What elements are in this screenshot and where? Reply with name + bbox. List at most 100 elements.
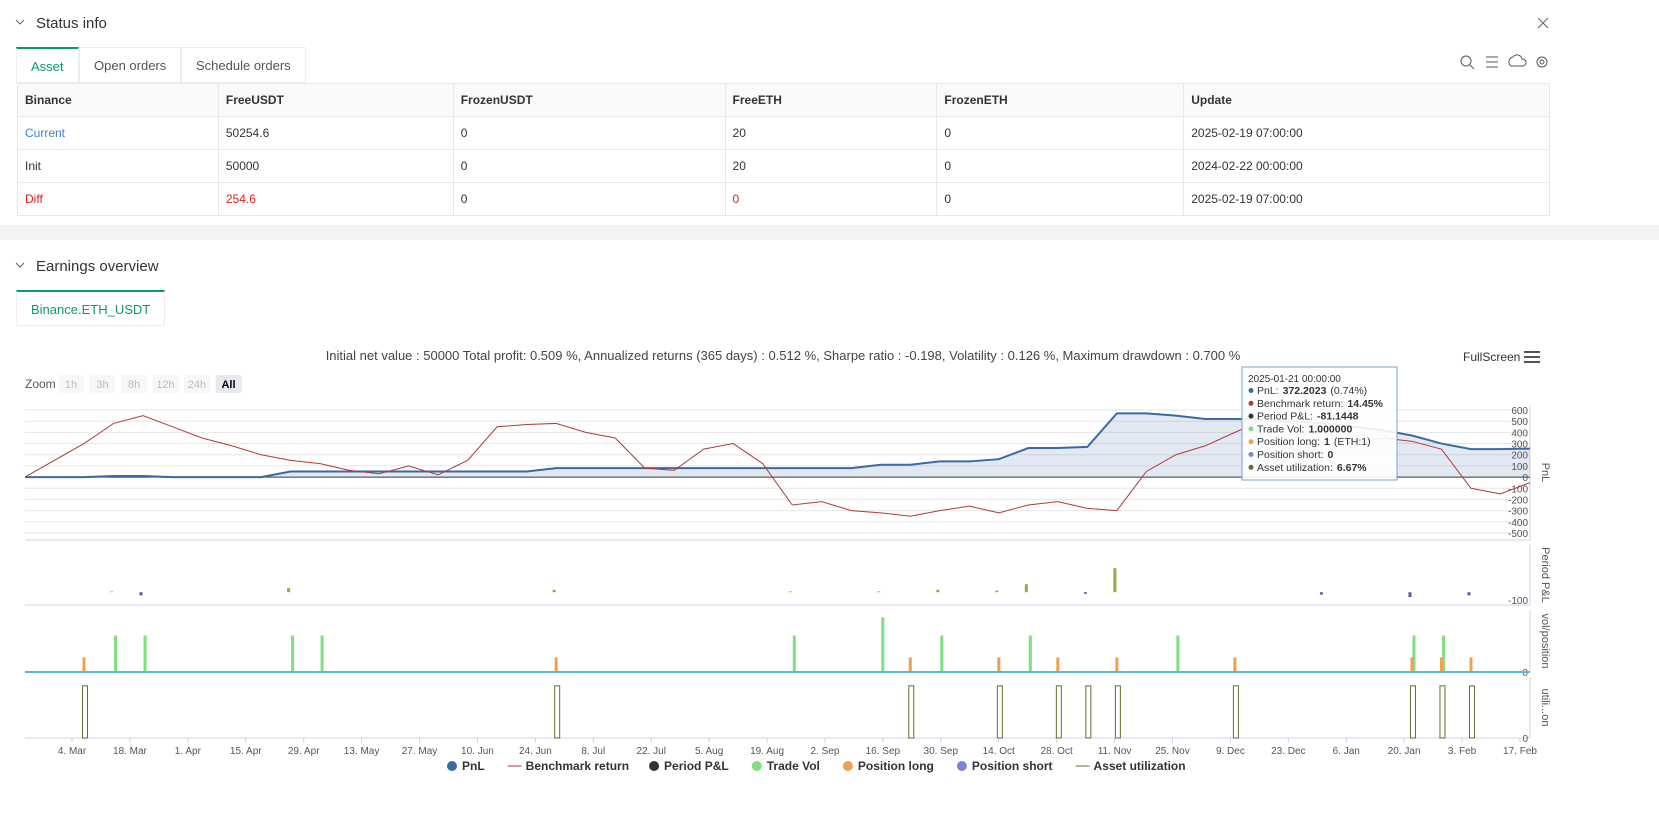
panel-title: vol/position xyxy=(1539,613,1551,668)
zoom-button[interactable] xyxy=(184,375,210,393)
bar xyxy=(552,589,556,593)
y-tick-label: 300 xyxy=(1511,440,1528,451)
tooltip-extra: (0.74%) xyxy=(1330,385,1367,397)
bar xyxy=(287,588,291,593)
tooltip-label: Position short: 0 xyxy=(1257,449,1334,461)
bar xyxy=(1319,592,1323,595)
tab[interactable]: Asset xyxy=(16,47,79,83)
tooltip-label: Position long: 1 (ETH:1) xyxy=(1257,436,1371,448)
bar xyxy=(1115,657,1119,672)
table-cell: 0 xyxy=(452,182,726,216)
table-header: Binance FreeUSDT FrozenUSDT FreeETH FrozenET… xyxy=(17,83,1550,117)
bar xyxy=(1028,635,1032,672)
bar xyxy=(1114,685,1121,739)
x-tick-label: 4. Mar xyxy=(58,746,87,757)
table-cell: 2025-02-19 07:00:00 xyxy=(1183,182,1550,216)
y-tick-label: 500 xyxy=(1511,417,1528,428)
bar xyxy=(554,657,558,672)
menu-icon[interactable] xyxy=(1524,351,1540,363)
bar xyxy=(1409,685,1416,739)
x-tick-label: 14. Oct xyxy=(983,746,1015,757)
zoom-button-label: 24h xyxy=(188,379,206,391)
bar xyxy=(1232,685,1239,739)
legend-label: Trade Vol xyxy=(767,759,820,773)
fullscreen-button[interactable]: FullScreen xyxy=(1463,350,1520,364)
zoom-button[interactable] xyxy=(215,375,242,393)
bar xyxy=(1085,685,1092,739)
bar xyxy=(940,635,944,672)
tooltip-value: 6.67% xyxy=(1337,462,1367,474)
tooltip-key: Period P&L: xyxy=(1257,411,1313,423)
legend-symbol xyxy=(956,761,967,771)
y-tick-label: -100 xyxy=(1508,596,1528,607)
tooltip-value: 1.000000 xyxy=(1308,423,1352,435)
bar xyxy=(792,635,796,672)
table-cell: 0 xyxy=(452,116,726,150)
tooltip-label: Trade Vol: 1.000000 xyxy=(1257,423,1352,435)
bar xyxy=(908,657,912,672)
tooltip-value: 1 xyxy=(1324,436,1330,448)
table-cell: 0 xyxy=(452,149,726,183)
tab[interactable]: Schedule orders xyxy=(181,47,306,83)
x-tick-label: 23. Dec xyxy=(1271,746,1305,757)
y-tick-label: 200 xyxy=(1511,451,1528,462)
legend-item[interactable]: Period P&L xyxy=(649,759,729,773)
x-tick-label: 5. Aug xyxy=(695,746,723,757)
bar xyxy=(1056,657,1060,672)
legend-symbol xyxy=(447,761,457,771)
y-tick-label: 600 xyxy=(1511,406,1528,417)
expand-icon[interactable] xyxy=(1536,16,1550,30)
zoom-button[interactable] xyxy=(121,375,147,393)
toolbar-icons[interactable] xyxy=(1458,54,1553,72)
tab[interactable]: Open orders xyxy=(79,47,182,83)
table-cell: 0 xyxy=(936,182,1185,216)
collapse-icon[interactable] xyxy=(14,259,26,271)
separator xyxy=(0,225,1659,240)
zoom-button[interactable] xyxy=(89,375,116,393)
x-tick-label: 22. Jul xyxy=(636,746,665,757)
table-row: Current 50254.6 0 20 0 2025-02-19 07:00:00 xyxy=(17,116,1550,150)
y-tick-label: -100 xyxy=(1508,484,1528,495)
legend-label: Position long xyxy=(858,759,934,773)
x-tick-label: 1. Apr xyxy=(175,746,202,757)
bar xyxy=(114,635,118,672)
bar xyxy=(82,685,89,739)
legend-label: Asset utilization xyxy=(1094,759,1186,773)
legend-item[interactable]: PnL xyxy=(447,759,485,773)
bar xyxy=(997,657,1001,672)
column-header: FrozenETH xyxy=(936,83,1185,117)
legend-symbol xyxy=(751,761,762,771)
bar xyxy=(554,685,561,739)
tooltip-value: 0 xyxy=(1328,449,1334,461)
table-cell: 20 xyxy=(724,149,938,183)
tab[interactable]: Binance.ETH_USDT xyxy=(16,290,166,326)
column-header: Binance xyxy=(17,83,219,117)
zoom-button[interactable] xyxy=(58,375,84,393)
bar xyxy=(1412,635,1416,672)
y-tick-label: -400 xyxy=(1508,518,1528,529)
bar xyxy=(82,657,86,672)
bar xyxy=(1408,592,1412,597)
column-header: FreeETH xyxy=(724,83,938,117)
legend-item[interactable]: Benchmark return xyxy=(507,759,629,773)
legend-item[interactable]: Position long xyxy=(842,759,934,773)
summary: Initial net value : 50000 Total profit: … xyxy=(326,348,1241,363)
y-tick-label: 400 xyxy=(1511,428,1528,439)
legend-item[interactable]: Position short xyxy=(956,759,1053,773)
table-cell: 50254.6 xyxy=(217,116,454,150)
section-title: Status info xyxy=(36,15,107,32)
bar xyxy=(139,592,143,596)
legend-item[interactable]: Trade Vol xyxy=(751,759,820,773)
bar xyxy=(1083,592,1087,594)
legend-item[interactable]: Asset utilization xyxy=(1075,759,1186,773)
tooltip-dot xyxy=(1248,464,1254,470)
collapse-icon[interactable] xyxy=(14,16,26,28)
tooltip-box xyxy=(1241,366,1398,481)
x-tick-label: 3. Feb xyxy=(1448,746,1477,757)
table-cell: 0 xyxy=(936,116,1185,150)
zoom-label: Zoom xyxy=(25,377,56,391)
table-cell: Init xyxy=(17,149,219,183)
bar xyxy=(995,590,999,593)
zoom-button[interactable] xyxy=(152,375,179,393)
